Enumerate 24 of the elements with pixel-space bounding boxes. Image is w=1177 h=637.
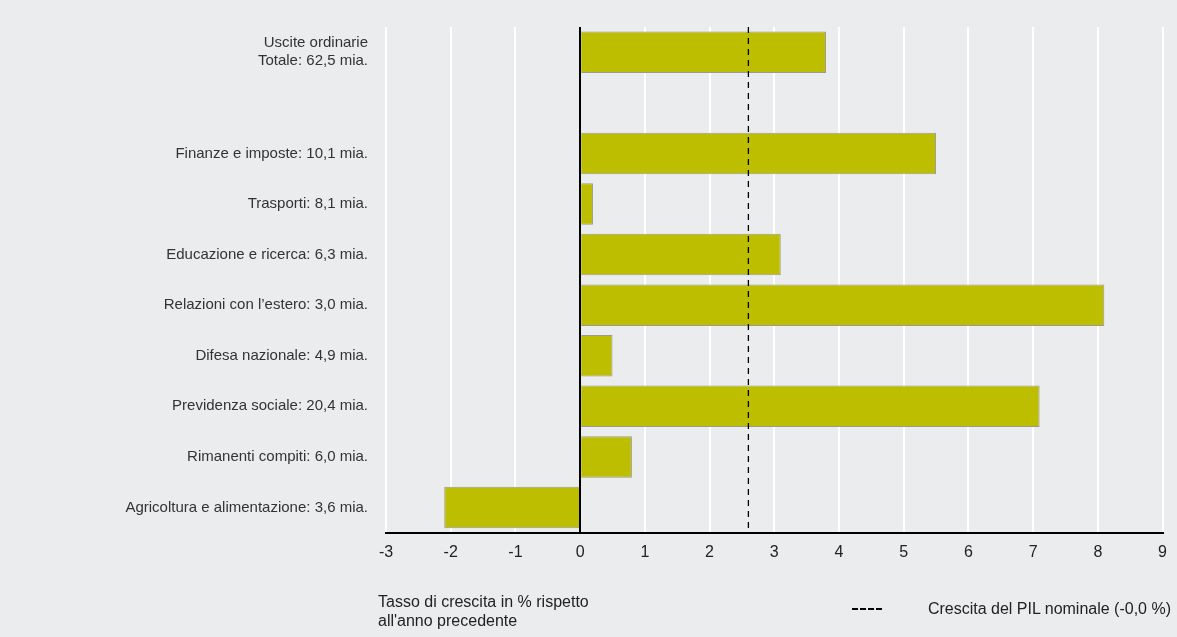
y-tick-label: Uscite ordinarie Totale: 62,5 mia.	[257, 33, 368, 69]
x-tick-label: 7	[1028, 542, 1038, 560]
y-tick-label: Finanze e imposte: 10,1 mia.	[175, 143, 368, 161]
y-tick-label: Difesa nazionale: 4,9 mia.	[195, 345, 368, 363]
y-tick-label: Agricoltura e alimentazione: 3,6 mia.	[125, 497, 368, 515]
x-axis-title: Tasso di crescita in % rispetto all'anno precedente	[378, 592, 590, 630]
y-tick-label: Educazione e ricerca: 6,3 mia.	[166, 244, 368, 262]
x-tick-label: 8	[1093, 542, 1103, 560]
x-tick-label: 9	[1158, 542, 1168, 560]
x-tick-label: -2	[443, 542, 458, 560]
x-tick-label: 1	[640, 542, 650, 560]
y-tick-label: Previdenza sociale: 20,4 mia.	[172, 396, 368, 414]
x-tick-label: 3	[769, 542, 779, 560]
x-tick-label: 2	[705, 542, 715, 560]
x-tick-label: -1	[508, 542, 523, 560]
x-tick-label: 5	[899, 542, 909, 560]
y-tick-label: Relazioni con l’estero: 3,0 mia.	[163, 295, 368, 313]
y-tick-label: Trasporti: 8,1 mia.	[247, 194, 368, 212]
ref-line-label: Crescita del PIL nominale (-0,0 %)	[927, 600, 1171, 618]
x-tick-label: -3	[378, 542, 394, 560]
y-tick-label: Rimanenti compiti: 6,0 mia.	[187, 447, 368, 465]
x-tick-label: 6	[963, 542, 973, 560]
x-tick-label: 0	[575, 542, 585, 560]
x-tick-label: 4	[834, 542, 844, 560]
